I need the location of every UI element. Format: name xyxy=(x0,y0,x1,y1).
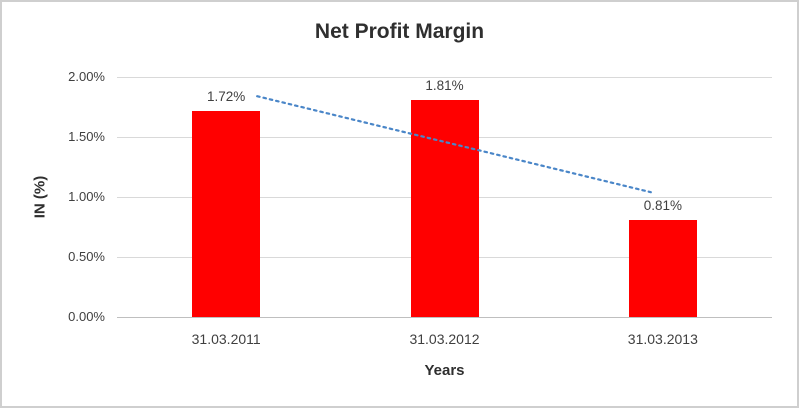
y-tick-label: 0.50% xyxy=(68,249,105,264)
y-tick-label: 0.00% xyxy=(68,309,105,324)
y-tick-label: 1.00% xyxy=(68,189,105,204)
x-tick-label: 31.03.2012 xyxy=(409,331,480,347)
bar-31.03.2013 xyxy=(628,219,697,317)
y-tick-label: 2.00% xyxy=(68,69,105,84)
data-label: 0.81% xyxy=(643,197,682,213)
x-tick-label: 31.03.2013 xyxy=(627,331,698,347)
x-axis-title: Years xyxy=(424,362,465,379)
y-tick-label: 1.50% xyxy=(68,129,105,144)
bar-31.03.2012 xyxy=(410,99,479,317)
bar-31.03.2011 xyxy=(192,110,261,317)
data-label: 1.81% xyxy=(425,77,464,93)
data-label: 1.72% xyxy=(207,88,246,104)
x-tick-label: 31.03.2011 xyxy=(191,331,261,347)
x-axis-line xyxy=(117,317,772,318)
gridline xyxy=(117,77,772,78)
chart-title: Net Profit Margin xyxy=(314,20,485,43)
